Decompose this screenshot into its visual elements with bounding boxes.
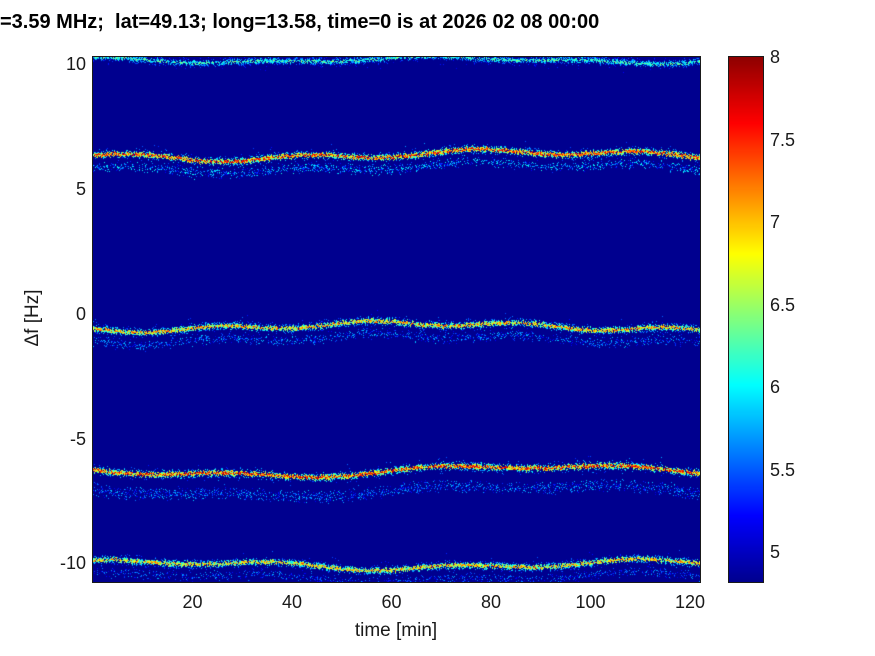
y-tick-label: 0 bbox=[75, 303, 86, 324]
colorbar-tick-label: 8 bbox=[770, 47, 781, 67]
y-tick-label: -10 bbox=[59, 553, 86, 574]
heatmap-canvas bbox=[93, 57, 700, 582]
colorbar-tick-label: 7.5 bbox=[770, 129, 796, 150]
x-axis-label: time [min] bbox=[354, 620, 438, 641]
colorbar-tick-label: 6 bbox=[770, 377, 781, 398]
x-tick-label: 20 bbox=[182, 592, 203, 612]
y-tick-label: -5 bbox=[69, 428, 86, 449]
colorbar-canvas bbox=[729, 57, 763, 582]
chart-title: =3.59 MHz; lat=49.13; long=13.58, time=0… bbox=[0, 11, 600, 33]
x-tick-label: 120 bbox=[675, 592, 706, 612]
y-tick-label: 10 bbox=[65, 54, 86, 75]
colorbar bbox=[728, 56, 764, 583]
colorbar-tick-label: 6.5 bbox=[770, 294, 796, 315]
x-tick-label: 100 bbox=[575, 592, 606, 612]
colorbar-tick-label: 5.5 bbox=[770, 459, 796, 480]
colorbar-tick-label: 7 bbox=[770, 212, 781, 233]
x-tick-label: 60 bbox=[381, 592, 402, 612]
x-tick-label: 80 bbox=[481, 592, 502, 612]
y-tick-label: 5 bbox=[75, 179, 86, 200]
plot-area bbox=[92, 56, 701, 583]
x-tick-label: 40 bbox=[282, 592, 303, 612]
colorbar-tick-label: 5 bbox=[770, 542, 781, 563]
